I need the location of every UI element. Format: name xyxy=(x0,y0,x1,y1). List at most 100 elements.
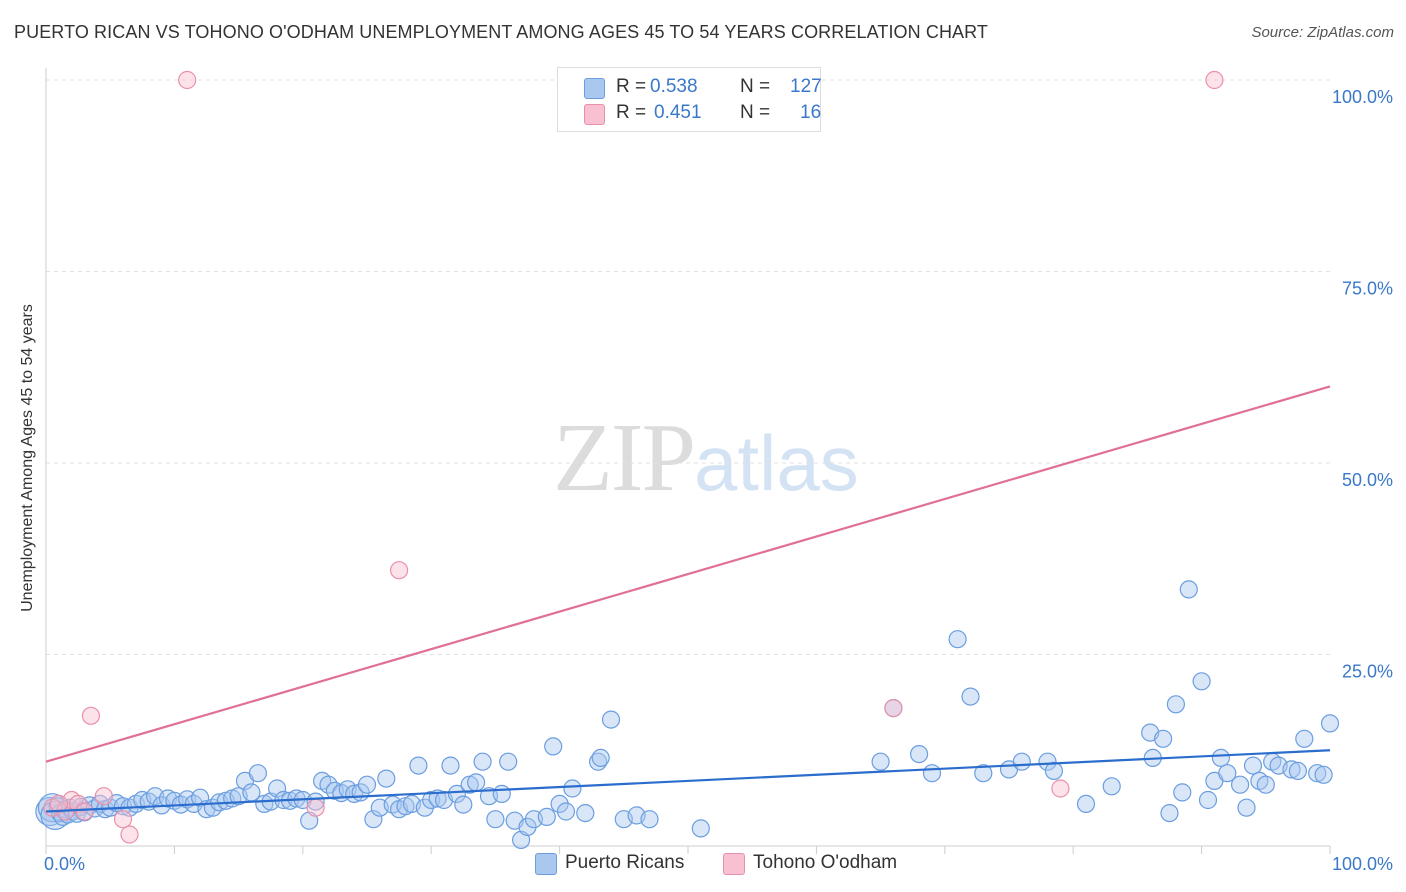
tohono-point xyxy=(75,802,94,821)
puerto-rican-point xyxy=(1166,695,1186,714)
puerto-rican-trend-line xyxy=(45,749,1331,813)
puerto-rican-point xyxy=(1256,775,1275,794)
series-legend: Puerto Ricans Tohono O'odham xyxy=(0,851,1406,877)
x-tick-label: 0.0% xyxy=(44,854,85,874)
puerto-rican-point xyxy=(268,779,287,798)
puerto-rican-point xyxy=(1153,729,1173,748)
puerto-rican-point xyxy=(576,803,595,823)
tohono-point xyxy=(49,794,68,814)
stats-r-label: R = xyxy=(616,76,647,97)
puerto-rican-point xyxy=(601,710,621,729)
stats-n-value: 16 xyxy=(800,102,822,123)
tohono-point xyxy=(68,794,88,814)
puerto-rican-point xyxy=(1211,748,1231,768)
stats-n-label: N = xyxy=(740,76,771,97)
tohono-point xyxy=(120,825,139,844)
legend-label-puerto-ricans: Puerto Ricans xyxy=(565,852,685,873)
puerto-rican-point xyxy=(1288,761,1308,781)
legend-swatch-tohono xyxy=(723,853,745,875)
puerto-rican-point xyxy=(563,779,582,798)
stats-n-value: 127 xyxy=(790,76,822,97)
puerto-rican-point xyxy=(974,764,993,783)
puerto-rican-point xyxy=(1230,775,1250,794)
puerto-rican-point xyxy=(909,744,929,764)
tohono-point xyxy=(390,561,409,580)
watermark-zip: ZIP xyxy=(553,404,696,512)
y-tick-label: 100.0% xyxy=(1332,87,1393,107)
tohono-point xyxy=(1205,70,1224,90)
legend-label-tohono: Tohono O'odham xyxy=(753,852,898,873)
stats-n-label: N = xyxy=(740,102,771,123)
puerto-rican-point xyxy=(447,784,466,804)
stats-r-value: 0.538 xyxy=(650,76,698,97)
stats-legend: R = 0.538 N = 127 R = 0.451 N = 16 xyxy=(557,67,822,132)
legend-swatch-puerto-ricans xyxy=(535,853,557,875)
y-tick-label: 50.0% xyxy=(1342,470,1393,490)
puerto-rican-point xyxy=(499,752,518,771)
puerto-rican-point xyxy=(1314,765,1333,784)
puerto-rican-point xyxy=(922,764,942,783)
puerto-rican-point xyxy=(1076,794,1096,814)
puerto-rican-point xyxy=(1218,764,1237,783)
tohono-trend-line xyxy=(45,385,1331,763)
chart-title: PUERTO RICAN VS TOHONO O'ODHAM UNEMPLOYM… xyxy=(14,22,989,42)
puerto-rican-point xyxy=(1192,672,1211,691)
puerto-rican-point xyxy=(1308,764,1327,783)
puerto-rican-point xyxy=(537,807,556,827)
puerto-rican-point xyxy=(550,794,569,814)
puerto-rican-point xyxy=(473,752,492,771)
stats-swatch-puerto-ricans xyxy=(584,78,605,99)
stats-r-label: R = xyxy=(616,102,647,123)
puerto-rican-point xyxy=(492,784,511,804)
puerto-rican-point xyxy=(1102,777,1121,796)
puerto-rican-point xyxy=(441,756,460,775)
stats-swatch-tohono xyxy=(584,104,605,125)
puerto-rican-point xyxy=(556,802,576,821)
source-label[interactable]: Source: ZipAtlas.com xyxy=(1251,24,1394,41)
puerto-rican-point xyxy=(1173,783,1192,802)
puerto-rican-point xyxy=(948,630,967,649)
puerto-rican-point xyxy=(1044,761,1064,781)
tohono-point xyxy=(1051,779,1070,798)
puerto-rican-point xyxy=(1198,790,1218,810)
stats-r-value: 0.451 xyxy=(654,102,702,123)
puerto-rican-point xyxy=(1320,714,1340,733)
puerto-rican-point xyxy=(1282,760,1301,779)
puerto-rican-point xyxy=(961,687,980,706)
puerto-rican-point xyxy=(345,784,364,804)
puerto-rican-point xyxy=(691,819,710,838)
puerto-rican-point xyxy=(1179,580,1198,599)
puerto-rican-point xyxy=(1012,752,1031,771)
puerto-rican-point xyxy=(191,788,210,807)
tohono-point xyxy=(94,787,113,806)
puerto-rican-point xyxy=(591,748,610,768)
puerto-rican-point xyxy=(544,737,563,756)
puerto-rican-point xyxy=(377,769,396,788)
puerto-rican-point xyxy=(1237,798,1256,817)
tohono-point xyxy=(306,798,325,817)
puerto-rican-point xyxy=(640,810,659,829)
puerto-rican-point xyxy=(306,792,325,811)
tohono-point xyxy=(81,706,101,725)
puerto-rican-point xyxy=(467,773,486,792)
puerto-rican-point xyxy=(428,789,447,808)
puerto-rican-point xyxy=(871,752,890,771)
y-tick-label: 25.0% xyxy=(1342,662,1393,682)
puerto-rican-point xyxy=(486,810,505,829)
puerto-rican-point xyxy=(1160,803,1179,823)
puerto-rican-point xyxy=(454,795,473,814)
puerto-rican-point xyxy=(409,756,428,775)
tohono-point xyxy=(113,810,133,829)
puerto-rican-point xyxy=(1295,729,1314,748)
tohono-point xyxy=(178,70,197,90)
tohono-point xyxy=(884,698,903,718)
y-tick-label: 75.0% xyxy=(1342,279,1393,299)
puerto-rican-point xyxy=(1038,752,1057,771)
puerto-rican-point xyxy=(1243,756,1263,775)
puerto-rican-point xyxy=(422,790,441,810)
puerto-rican-point xyxy=(248,764,267,783)
puerto-rican-point xyxy=(357,775,377,794)
x-tick-label: 100.0% xyxy=(1332,854,1393,874)
puerto-rican-point xyxy=(364,810,383,829)
